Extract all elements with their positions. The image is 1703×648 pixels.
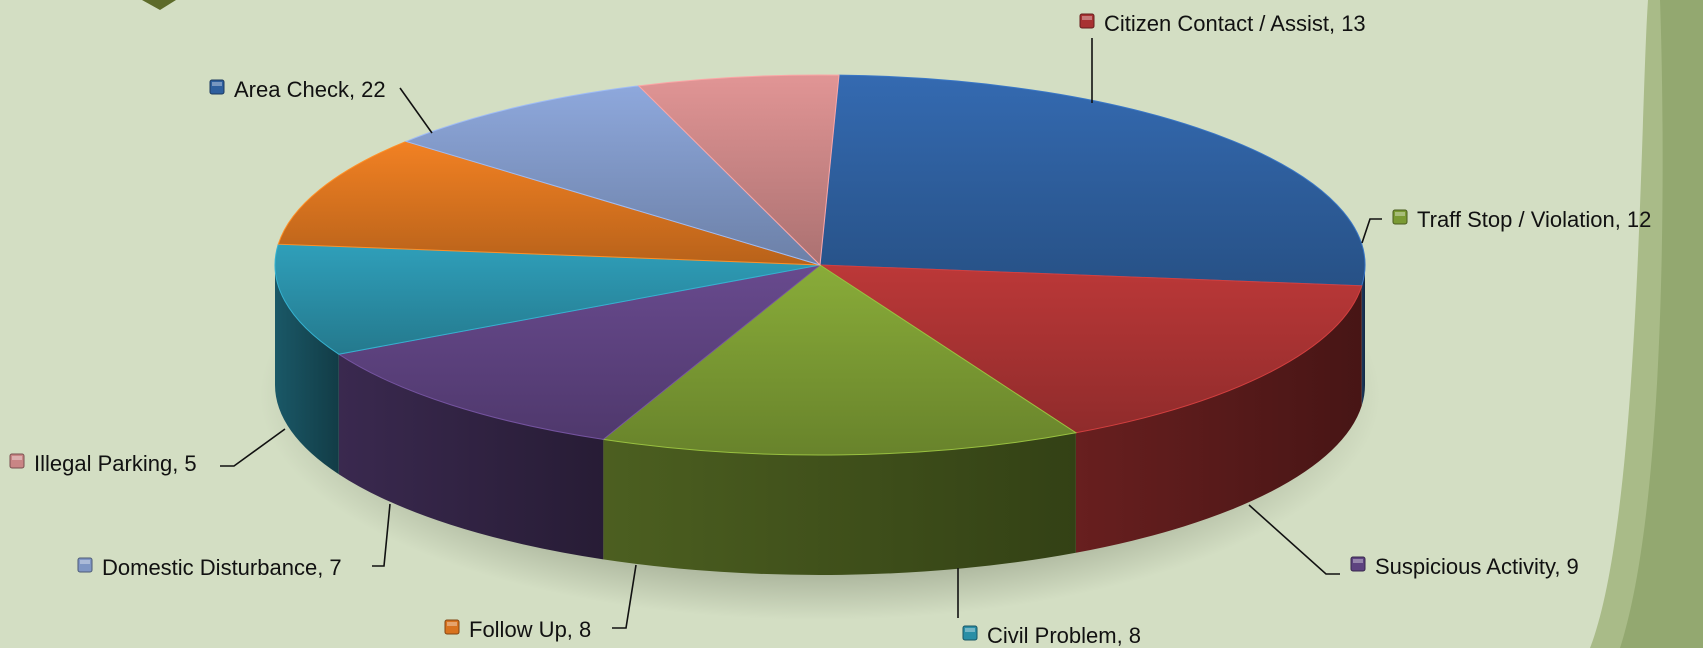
data-labels: Area Check, 22 Citizen Contact / Assist, … xyxy=(9,11,1651,648)
data-label-text: Illegal Parking, 5 xyxy=(34,451,197,476)
marker-highlight xyxy=(447,622,457,626)
label-color-marker xyxy=(962,625,978,641)
marker-highlight xyxy=(1353,559,1363,563)
leader-lines xyxy=(220,38,1382,629)
slice-side xyxy=(1075,285,1362,553)
data-label-text: Domestic Disturbance, 7 xyxy=(102,555,342,580)
data-label-text: Civil Problem, 8 xyxy=(987,623,1141,648)
marker-highlight xyxy=(1082,16,1092,20)
label-color-marker xyxy=(209,79,225,95)
marker-highlight xyxy=(212,82,222,86)
slice-side xyxy=(603,432,1076,576)
leader-line xyxy=(1248,504,1340,575)
pie-slice xyxy=(277,140,821,266)
data-label: Suspicious Activity, 9 xyxy=(1350,554,1579,579)
leader-line xyxy=(220,428,286,467)
data-label-text: Traff Stop / Violation, 12 xyxy=(1417,207,1651,232)
data-label: Illegal Parking, 5 xyxy=(9,451,197,476)
pie-slice xyxy=(819,74,1366,287)
marker-highlight xyxy=(965,628,975,632)
pie-slices xyxy=(274,74,1366,456)
data-label-text: Area Check, 22 xyxy=(234,77,386,102)
data-label-text: Citizen Contact / Assist, 13 xyxy=(1104,11,1366,36)
leader-line xyxy=(1361,218,1382,244)
label-color-marker xyxy=(444,619,460,635)
pie-slice xyxy=(404,85,821,266)
label-color-marker xyxy=(1350,556,1366,572)
leader-line xyxy=(612,564,637,629)
label-color-marker xyxy=(1079,13,1095,29)
pie-slice xyxy=(274,243,821,355)
pie-slice xyxy=(337,264,821,440)
label-color-marker xyxy=(9,453,25,469)
data-label: Citizen Contact / Assist, 13 xyxy=(1079,11,1366,36)
slice-side xyxy=(275,265,339,475)
pie-sides xyxy=(275,265,1365,576)
pie-slice xyxy=(602,264,1078,456)
slice-side xyxy=(1361,265,1365,406)
marker-highlight xyxy=(80,560,90,564)
label-color-marker xyxy=(77,557,93,573)
leader-line xyxy=(399,87,433,134)
leader-line xyxy=(372,503,391,567)
data-label-text: Follow Up, 8 xyxy=(469,617,591,642)
marker-highlight xyxy=(1395,212,1405,216)
data-label: Domestic Disturbance, 7 xyxy=(77,555,342,580)
data-label: Civil Problem, 8 xyxy=(962,623,1141,648)
pie-slice xyxy=(637,74,840,267)
data-label-text: Suspicious Activity, 9 xyxy=(1375,554,1579,579)
label-color-marker xyxy=(1392,209,1408,225)
slice-side xyxy=(338,354,604,560)
data-label: Traff Stop / Violation, 12 xyxy=(1392,207,1651,232)
data-label: Follow Up, 8 xyxy=(444,617,591,642)
pie-slice xyxy=(818,264,1363,434)
marker-highlight xyxy=(12,456,22,460)
data-label: Area Check, 22 xyxy=(209,77,386,102)
background-decoration xyxy=(142,0,1703,648)
